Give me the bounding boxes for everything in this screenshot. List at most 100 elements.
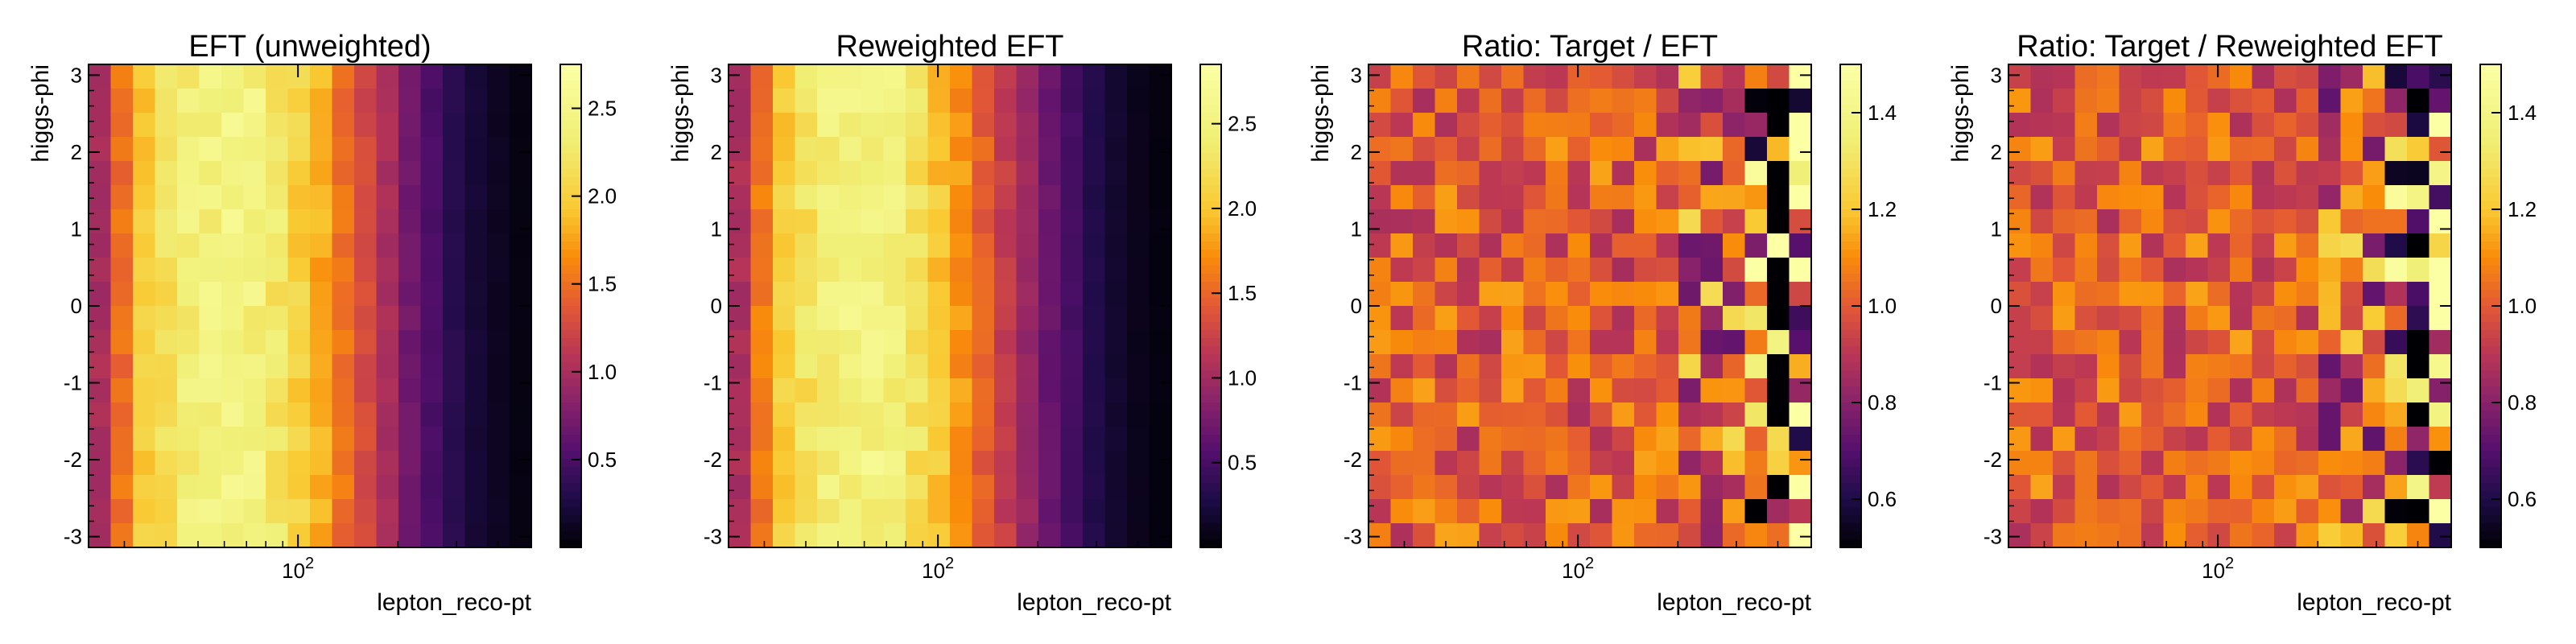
heatmap-cell — [1634, 282, 1657, 307]
heatmap-cell — [1127, 64, 1150, 89]
heatmap-cell — [2318, 330, 2342, 355]
heatmap-cell — [729, 354, 752, 379]
heatmap-cell — [266, 330, 289, 355]
heatmap-cell — [883, 233, 906, 258]
heatmap-cell — [1060, 427, 1084, 452]
heatmap-cell — [2074, 354, 2098, 379]
heatmap-cell — [1390, 258, 1414, 283]
heatmap-cell — [2008, 137, 2032, 162]
heatmap-cell — [994, 354, 1018, 379]
heatmap-cell — [266, 475, 289, 500]
heatmap-cell — [2186, 523, 2209, 548]
heatmap-cell — [2030, 475, 2054, 500]
heatmap-cell — [243, 209, 266, 234]
heatmap-cell — [2163, 306, 2186, 331]
heatmap-cell — [1723, 354, 1746, 379]
heatmap-cell — [2429, 137, 2452, 162]
heatmap-cell — [1612, 378, 1635, 403]
heatmap-cell — [927, 306, 951, 331]
heatmap-cell — [1523, 258, 1546, 283]
heatmap-cell — [287, 282, 311, 307]
x-tick-label: 102 — [922, 555, 954, 583]
heatmap-cell — [1038, 306, 1062, 331]
heatmap-cell — [487, 161, 510, 186]
heatmap-cell — [266, 161, 289, 186]
heatmap-cell — [1523, 233, 1546, 258]
heatmap-cell — [1457, 185, 1480, 210]
heatmap-cell — [221, 402, 245, 427]
heatmap-cell — [1083, 258, 1106, 283]
heatmap-cell — [2119, 64, 2142, 89]
heatmap-cell — [1457, 306, 1480, 331]
heatmap-cell — [354, 451, 378, 476]
heatmap-cell — [906, 258, 929, 283]
colorbar-segment — [560, 89, 581, 97]
x-axis-label: lepton_reco-pt — [1657, 589, 1811, 616]
heatmap-cell — [795, 354, 818, 379]
colorbar-segment — [560, 274, 581, 283]
heatmap-cell — [2296, 161, 2319, 186]
heatmap-cell — [221, 451, 245, 476]
heatmap-cell — [464, 475, 488, 500]
heatmap-cell — [1104, 161, 1128, 186]
heatmap-cell — [817, 354, 840, 379]
heatmap-cell — [950, 137, 973, 162]
heatmap-cell — [1104, 185, 1128, 210]
colorbar-segment — [560, 209, 581, 218]
heatmap-cell — [2030, 258, 2054, 283]
heatmap-cell — [2340, 209, 2363, 234]
heatmap-cell — [199, 64, 222, 89]
heatmap-cell — [1656, 258, 1679, 283]
heatmap-cell — [177, 113, 200, 138]
heatmap-cell — [155, 402, 178, 427]
y-tick-label: 0 — [1991, 294, 2002, 318]
heatmap-cell — [750, 427, 774, 452]
heatmap-cell — [332, 306, 355, 331]
heatmap-cell — [773, 64, 796, 89]
heatmap-cell — [1656, 378, 1679, 403]
colorbar-segment — [1840, 217, 1861, 226]
heatmap-cell — [2252, 306, 2275, 331]
heatmap-cell — [1104, 523, 1128, 548]
heatmap-cell — [376, 282, 399, 307]
heatmap-cell — [420, 523, 444, 548]
heatmap-cell — [310, 113, 333, 138]
heatmap-cell — [133, 378, 156, 403]
heatmap-cell — [1767, 161, 1790, 186]
heatmap-cell — [1789, 499, 1812, 524]
heatmap-cell — [2384, 451, 2408, 476]
heatmap-cell — [2053, 451, 2076, 476]
heatmap-cell — [773, 233, 796, 258]
heatmap-cell — [2097, 64, 2120, 89]
heatmap-cell — [817, 258, 840, 283]
heatmap-cell — [2407, 475, 2430, 500]
colorbar-segment — [1200, 314, 1221, 323]
heatmap-cell — [950, 258, 973, 283]
heatmap-cell — [2053, 258, 2076, 283]
y-tick-label: -1 — [704, 371, 722, 395]
heatmap-cell — [266, 354, 289, 379]
heatmap-cell — [2030, 137, 2054, 162]
heatmap-cell — [2318, 451, 2342, 476]
x-axis-label: lepton_reco-pt — [1017, 589, 1171, 616]
heatmap-cell — [1767, 185, 1790, 210]
heatmap-cell — [1767, 233, 1790, 258]
heatmap-cell — [464, 499, 488, 524]
heatmap-cell — [243, 185, 266, 210]
heatmap-cell — [750, 523, 774, 548]
heatmap-cell — [110, 258, 134, 283]
heatmap-cell — [376, 402, 399, 427]
heatmap-cell — [2318, 306, 2342, 331]
colorbar-segment — [1200, 97, 1221, 105]
heatmap-cell — [287, 354, 311, 379]
colorbar-tick-label: 2.5 — [588, 97, 617, 121]
colorbar-segment — [1200, 491, 1221, 500]
heatmap-cell — [2340, 499, 2363, 524]
heatmap-cell — [1789, 282, 1812, 307]
heatmap-cell — [1435, 209, 1458, 234]
heatmap-cell — [883, 113, 906, 138]
colorbar-segment — [1840, 161, 1861, 170]
heatmap-cell — [2384, 185, 2408, 210]
heatmap-cell — [2053, 523, 2076, 548]
heatmap-cell — [177, 282, 200, 307]
